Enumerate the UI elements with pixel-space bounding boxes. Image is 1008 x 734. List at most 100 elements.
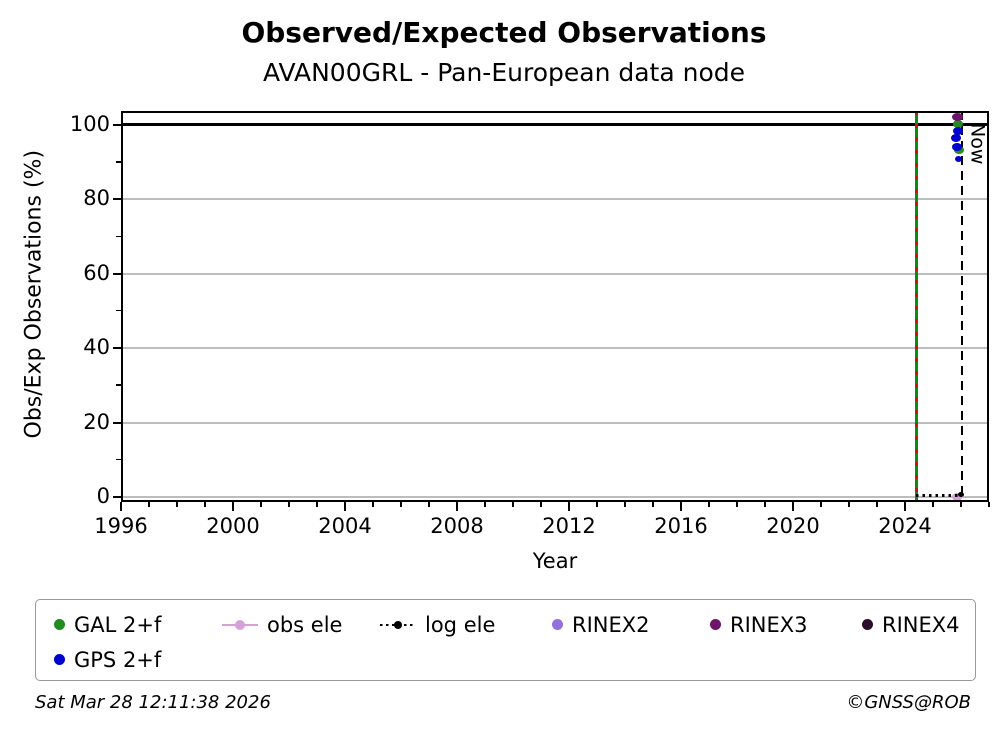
line-dot-icon xyxy=(222,619,258,630)
legend-label: obs ele xyxy=(267,612,343,637)
legend-label: RINEX2 xyxy=(572,612,650,637)
x-tick-label: 2012 xyxy=(542,514,596,538)
series-point-GPS-2-f xyxy=(952,142,963,151)
y-tick xyxy=(113,123,121,126)
series-point-GPS-2-f xyxy=(950,134,961,143)
x-tick-label: 2008 xyxy=(430,514,484,538)
chart-header: Observed/Expected Observations AVAN00GRL… xyxy=(0,16,1008,87)
legend-entry-rinex2: RINEX2 xyxy=(552,613,710,637)
legend-label: GPS 2+f xyxy=(74,647,162,672)
legend-grid: GAL 2+f obs ele log ele RINEX2 RINEX3 RINEX4 G… xyxy=(54,607,960,677)
series-point-obs-ele xyxy=(952,492,963,501)
y-minor-tick xyxy=(116,309,121,312)
x-minor-tick xyxy=(624,502,626,507)
hundred-percent-line xyxy=(121,123,989,127)
x-tick xyxy=(120,502,122,511)
legend-label: log ele xyxy=(425,612,496,637)
x-minor-tick xyxy=(876,502,878,507)
x-tick xyxy=(680,502,682,511)
x-minor-tick xyxy=(540,502,542,507)
x-minor-tick xyxy=(988,502,990,507)
x-axis-label: Year xyxy=(532,549,578,573)
y-minor-tick xyxy=(116,384,121,386)
x-tick xyxy=(232,502,234,511)
dot-icon xyxy=(552,619,563,630)
series-point-RINEX3 xyxy=(951,112,963,121)
gridline-y xyxy=(121,198,989,201)
x-minor-tick xyxy=(932,502,934,507)
y-tick-label: 100 xyxy=(69,111,110,136)
legend-entry-obs-ele: obs ele xyxy=(222,613,380,637)
x-tick xyxy=(904,502,906,511)
x-tick-label: 1996 xyxy=(94,514,148,538)
y-tick xyxy=(113,495,121,498)
x-tick xyxy=(344,502,346,511)
x-minor-tick xyxy=(960,502,962,507)
timestamp: Sat Mar 28 12:11:38 2026 xyxy=(35,692,271,713)
legend-entry-rinex3: RINEX3 xyxy=(710,613,862,637)
x-minor-tick xyxy=(820,502,822,507)
gridline-y xyxy=(121,495,989,498)
series-line-log-ele xyxy=(916,494,962,497)
dot-icon xyxy=(54,619,65,630)
now-line-label: Now xyxy=(966,123,989,165)
gridline-y xyxy=(121,421,989,424)
x-minor-tick xyxy=(596,502,598,507)
x-minor-tick xyxy=(708,502,710,507)
legend-entry-log-ele: log ele xyxy=(380,613,552,637)
y-minor-tick xyxy=(116,458,121,461)
gridline-y xyxy=(121,347,989,350)
y-tick-label: 20 xyxy=(83,409,110,434)
legend-label: RINEX3 xyxy=(730,612,808,637)
series-point-GPS-2-f xyxy=(955,155,963,162)
dot-icon xyxy=(54,654,65,665)
series-point-GAL-2-f xyxy=(953,119,964,128)
legend-label: GAL 2+f xyxy=(74,612,162,637)
y-minor-tick xyxy=(116,235,121,238)
y-tick-label: 0 xyxy=(96,483,110,508)
gridline-y xyxy=(121,272,989,275)
x-minor-tick xyxy=(260,502,262,507)
x-minor-tick xyxy=(512,502,514,507)
legend-entry-gal-2-f: GAL 2+f xyxy=(54,613,222,637)
x-tick-label: 2004 xyxy=(318,514,372,538)
copyright: ©GNSS@ROB xyxy=(846,692,971,713)
x-minor-tick xyxy=(428,502,430,507)
legend: GAL 2+f obs ele log ele RINEX2 RINEX3 RINEX4 G… xyxy=(35,599,976,681)
x-minor-tick xyxy=(848,502,850,507)
y-tick xyxy=(113,421,121,424)
x-minor-tick xyxy=(400,502,402,507)
chart-subtitle: AVAN00GRL - Pan-European data node xyxy=(262,58,746,87)
x-minor-tick xyxy=(764,502,766,507)
x-tick xyxy=(568,502,570,511)
x-tick-label: 2024 xyxy=(878,514,932,538)
dotted-line-dot-icon xyxy=(380,619,416,630)
x-tick-label: 2020 xyxy=(766,514,820,538)
x-tick-label: 2000 xyxy=(206,514,260,538)
x-minor-tick xyxy=(288,502,290,507)
x-minor-tick xyxy=(484,502,486,507)
dot-icon xyxy=(710,619,721,630)
y-tick-label: 60 xyxy=(83,260,110,285)
x-minor-tick xyxy=(372,502,374,507)
y-tick-label: 40 xyxy=(83,335,110,360)
series-point-log-ele xyxy=(958,491,964,497)
x-minor-tick xyxy=(316,502,318,507)
x-minor-tick xyxy=(204,502,206,507)
y-tick xyxy=(113,198,121,201)
y-minor-tick xyxy=(116,161,121,163)
chart-title: Observed/Expected Observations xyxy=(241,16,767,49)
legend-label: RINEX4 xyxy=(882,612,960,637)
x-minor-tick xyxy=(652,502,654,507)
x-minor-tick xyxy=(176,502,178,507)
y-tick-label: 80 xyxy=(83,186,110,211)
legend-entry-gps-2-f: GPS 2+f xyxy=(54,648,222,672)
x-minor-tick xyxy=(148,502,150,507)
event-line xyxy=(914,111,918,502)
dot-icon xyxy=(862,619,873,630)
y-tick xyxy=(113,347,121,350)
x-tick-label: 2016 xyxy=(654,514,708,538)
plot-border xyxy=(121,111,989,502)
series-point-GPS-2-f xyxy=(953,126,964,135)
